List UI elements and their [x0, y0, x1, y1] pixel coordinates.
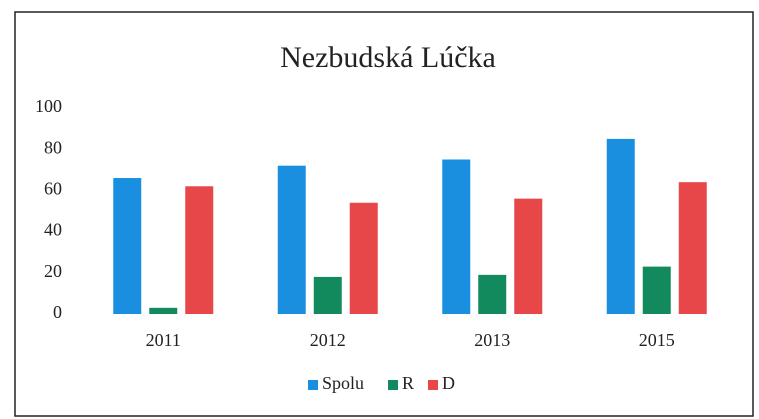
legend-label: Spolu: [322, 373, 364, 393]
y-tick-label: 100: [35, 96, 62, 116]
bar: [313, 276, 342, 314]
x-tick-label: 2012: [310, 330, 346, 350]
bar: [185, 186, 214, 314]
y-tick-label: 60: [44, 179, 62, 199]
bar: [678, 182, 707, 314]
legend-swatch: [308, 380, 318, 390]
bar: [113, 178, 142, 314]
chart-title: Nezbudská Lúčka: [280, 41, 496, 74]
x-tick-label: 2011: [146, 330, 181, 350]
y-tick-label: 0: [53, 302, 62, 322]
bar: [642, 266, 671, 314]
bar: [149, 307, 178, 314]
bar: [349, 202, 378, 314]
legend-swatch: [388, 380, 398, 390]
y-tick-label: 80: [44, 137, 62, 157]
y-tick-label: 40: [44, 220, 62, 240]
legend-label: R: [402, 373, 414, 393]
bar: [514, 198, 543, 314]
x-tick-label: 2013: [474, 330, 510, 350]
legend-label: D: [442, 373, 455, 393]
bar: [478, 274, 507, 314]
bar: [442, 159, 471, 314]
bar: [277, 165, 306, 314]
legend-swatch: [428, 380, 438, 390]
bar: [606, 138, 635, 314]
x-tick-label: 2015: [639, 330, 675, 350]
y-tick-label: 20: [44, 261, 62, 281]
